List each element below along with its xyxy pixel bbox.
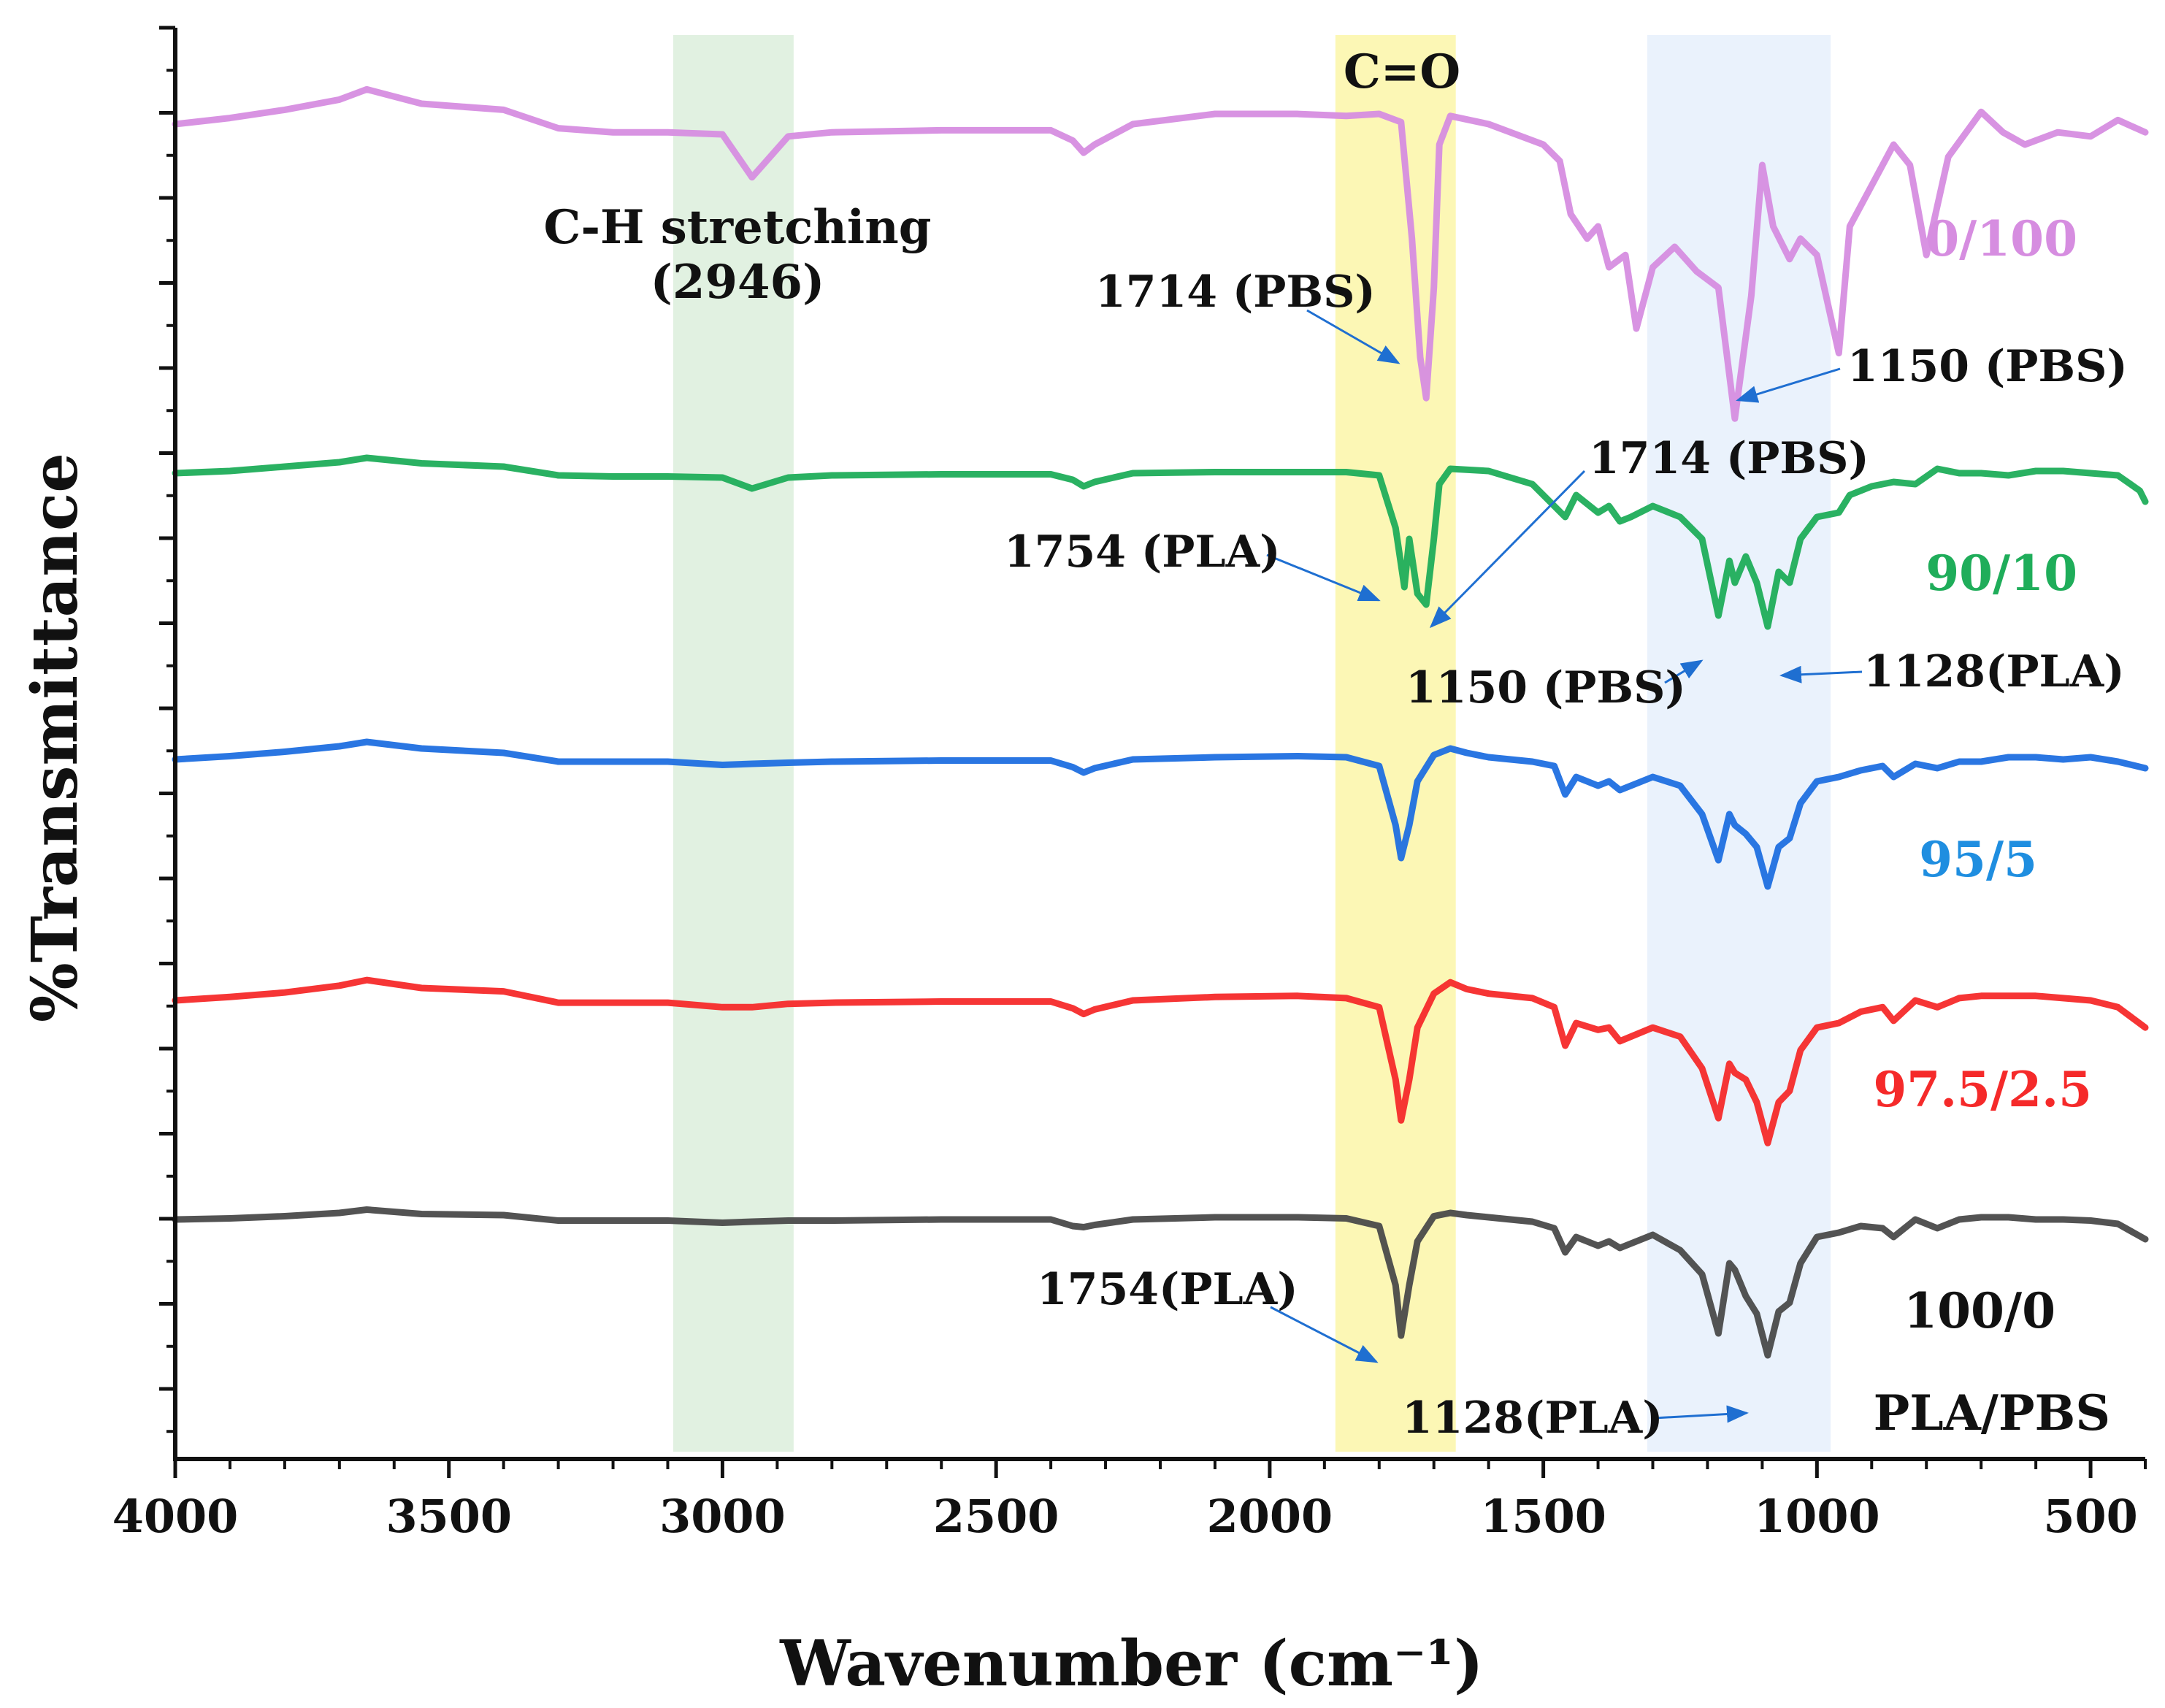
x-tick-label-3500: 3500 bbox=[386, 1490, 512, 1543]
series-label-0-100: 0/100 bbox=[1925, 210, 2077, 267]
annotation-arrows bbox=[1266, 309, 1863, 1423]
arrow-1714-pbs-top bbox=[1306, 309, 1400, 364]
co-band-label: C=O bbox=[1344, 45, 1460, 99]
x-tick-label-1500: 1500 bbox=[1480, 1490, 1606, 1543]
series-line-90-10 bbox=[172, 454, 2149, 630]
annot-1128-pla-mid: 1128(PLA) bbox=[1863, 646, 2125, 697]
annot-1754-pla-mid: 1754 (PLA) bbox=[1004, 526, 1281, 578]
arrow-1150-pbs-top bbox=[1736, 367, 1841, 403]
ch-band-label-line1: C-H stretching bbox=[544, 200, 932, 255]
series-line-95-5 bbox=[172, 738, 2149, 890]
fingerprint-band bbox=[1647, 35, 1831, 1452]
series-line-100-0 bbox=[172, 1206, 2149, 1359]
x-ticks: 4000 3500 3000 2500 2000 1500 1000 500 bbox=[112, 1459, 2147, 1543]
series-label-100-0: 100/0 bbox=[1904, 1282, 2055, 1339]
series-layer bbox=[172, 85, 2149, 1359]
arrow-1714-pbs-mid bbox=[1429, 470, 1586, 629]
annot-1714-pbs-mid: 1714 (PBS) bbox=[1589, 433, 1869, 484]
arrow-1128-pla-bottom bbox=[1653, 1405, 1749, 1423]
series-line-97-5-2-5 bbox=[172, 976, 2149, 1146]
x-tick-label-500: 500 bbox=[2043, 1490, 2137, 1543]
annot-1754-pla-bottom: 1754(PLA) bbox=[1037, 1264, 1298, 1315]
ch-band bbox=[673, 35, 794, 1452]
y-axis-title: %Transmittance bbox=[18, 453, 92, 1022]
x-tick-label-1000: 1000 bbox=[1754, 1490, 1880, 1543]
annot-1128-pla-bottom: 1128(PLA) bbox=[1402, 1393, 1663, 1444]
series-label-95-5: 95/5 bbox=[1919, 831, 2037, 888]
arrow-1150-pbs-mid bbox=[1664, 659, 1704, 684]
ch-band-label-line2: (2946) bbox=[651, 255, 825, 310]
x-tick-label-4000: 4000 bbox=[112, 1490, 239, 1543]
y-ticks bbox=[159, 26, 175, 1433]
x-tick-label-3000: 3000 bbox=[659, 1490, 786, 1543]
legend-title: PLA/PBS bbox=[1874, 1385, 2110, 1441]
annot-1714-pbs-top: 1714 (PBS) bbox=[1095, 267, 1376, 318]
x-tick-label-2500: 2500 bbox=[933, 1490, 1059, 1543]
x-axis-title: Wavenumber (cm⁻¹) bbox=[779, 1627, 1483, 1701]
series-line-0-100 bbox=[172, 85, 2149, 422]
arrow-1754-pla-mid bbox=[1266, 554, 1381, 602]
annot-1150-pbs-mid: 1150 (PBS) bbox=[1406, 662, 1686, 713]
x-tick-label-2000: 2000 bbox=[1207, 1490, 1333, 1543]
annot-1150-pbs-top: 1150 (PBS) bbox=[1847, 341, 2128, 392]
series-label-90-10: 90/10 bbox=[1925, 545, 2077, 602]
arrow-1754-pla-bottom bbox=[1270, 1306, 1379, 1363]
series-label-97-5-2-5: 97.5/2.5 bbox=[1873, 1061, 2092, 1118]
arrow-1128-pla-mid bbox=[1779, 665, 1863, 683]
